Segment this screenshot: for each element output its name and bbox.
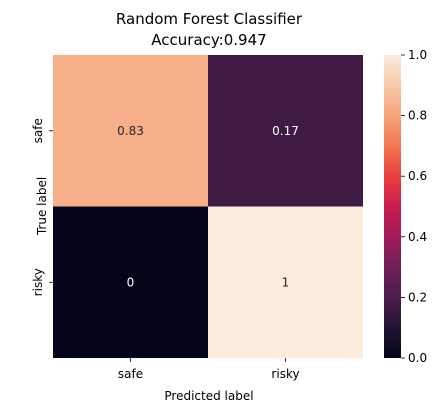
- heatmap-cell: [53, 55, 208, 207]
- heatmap-cell: [53, 206, 208, 358]
- cell-value-label: 0.17: [272, 124, 299, 138]
- x-tick-label: safe: [118, 367, 143, 381]
- heatmap-cell: [208, 206, 363, 358]
- colorbar-tick-label: 0.6: [408, 169, 427, 183]
- x-tick-label: risky: [271, 367, 299, 381]
- colorbar-tick-label: 0.0: [408, 351, 427, 365]
- cell-value-label: 0.83: [117, 124, 144, 138]
- colorbar-ticks: 0.0 0.2 0.4 0.6 0.8 1.0: [401, 48, 427, 365]
- colorbar: [384, 55, 401, 358]
- y-axis-label: True label: [35, 177, 49, 236]
- heatmap-annotations: 0.83 0.17 0 1: [117, 124, 299, 290]
- y-tick-label: risky: [31, 268, 45, 296]
- colorbar-tick-label: 1.0: [408, 48, 427, 62]
- chart-title-line1: Random Forest Classifier: [116, 10, 303, 28]
- cell-value-label: 0: [127, 275, 135, 289]
- chart-title-line2: Accuracy:0.947: [151, 31, 266, 49]
- x-axis-ticks: safe risky: [118, 358, 300, 381]
- heatmap-cell: [208, 55, 363, 207]
- colorbar-tick-label: 0.4: [408, 230, 427, 244]
- colorbar-tick-label: 0.2: [408, 290, 427, 304]
- heatmap-cells: [53, 55, 363, 358]
- cell-value-label: 1: [282, 275, 290, 289]
- y-axis-ticks: safe risky: [31, 118, 53, 296]
- colorbar-tick-label: 0.8: [408, 109, 427, 123]
- x-axis-label: Predicted label: [164, 389, 253, 403]
- y-tick-label: safe: [31, 118, 45, 143]
